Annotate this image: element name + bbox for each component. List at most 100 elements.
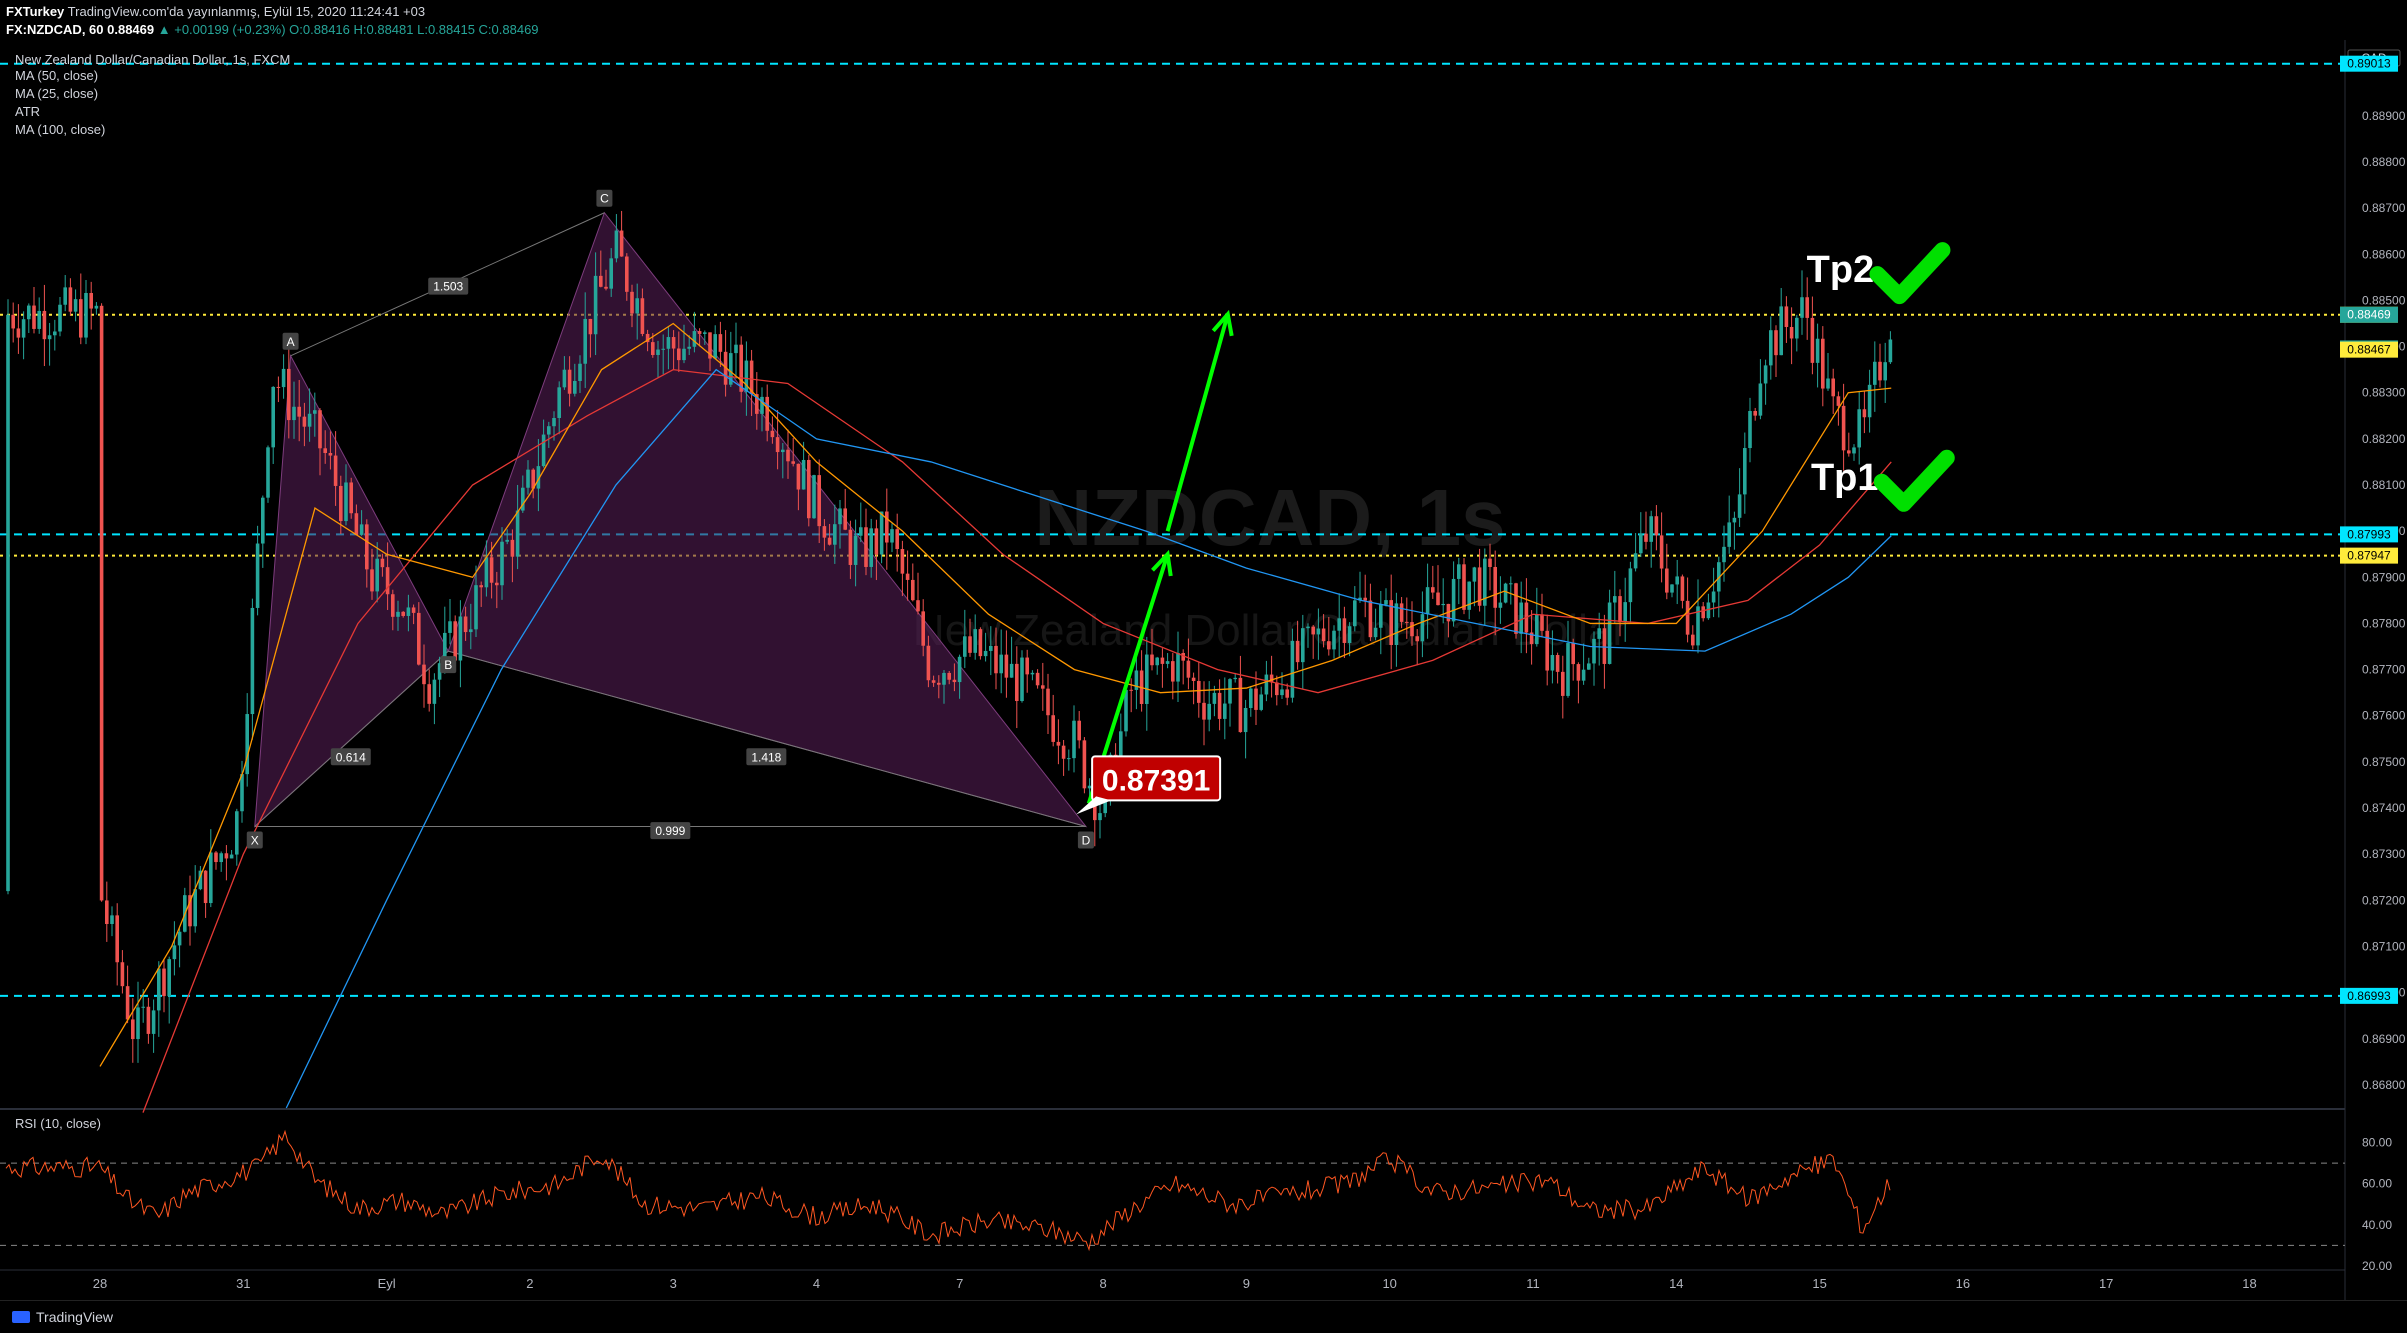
candle-body bbox=[1857, 409, 1861, 448]
candle-body bbox=[1457, 564, 1461, 579]
candle-body bbox=[838, 508, 842, 525]
candle-body bbox=[1321, 628, 1326, 642]
candle-body bbox=[1280, 689, 1284, 696]
price-badge bbox=[2340, 306, 2398, 323]
candle-body bbox=[89, 292, 93, 309]
candle-body bbox=[1597, 628, 1601, 639]
candle-body bbox=[125, 986, 130, 1020]
candle-body bbox=[723, 351, 728, 385]
candle-body bbox=[952, 679, 957, 683]
candle-body bbox=[1592, 638, 1596, 664]
arrow-head bbox=[1151, 549, 1173, 577]
candle-body bbox=[1883, 362, 1887, 381]
candle-body bbox=[53, 331, 57, 336]
candle-body bbox=[526, 469, 530, 488]
candle-body bbox=[521, 487, 525, 511]
candle-body bbox=[94, 305, 99, 309]
y-tick-label: 0.88300 bbox=[2362, 386, 2406, 400]
candle-body bbox=[302, 416, 307, 427]
candle-body bbox=[583, 318, 587, 364]
candle-body bbox=[1181, 653, 1185, 661]
candle-body bbox=[469, 629, 473, 633]
candle-body bbox=[1769, 330, 1773, 366]
candle-body bbox=[1602, 628, 1607, 664]
candle-body bbox=[1129, 689, 1133, 691]
candle-body bbox=[708, 332, 712, 359]
candle-body bbox=[983, 650, 988, 657]
candle-body bbox=[1233, 677, 1237, 680]
candle-body bbox=[1821, 338, 1825, 389]
ratio-label: 1.503 bbox=[433, 280, 463, 294]
candle-body bbox=[1269, 674, 1274, 683]
pattern-point-a: A bbox=[287, 335, 295, 349]
candle-body bbox=[1540, 614, 1544, 631]
tp2-label: Tp2 bbox=[1807, 249, 1875, 291]
candle-body bbox=[1384, 600, 1388, 605]
pattern-point-c: C bbox=[600, 192, 609, 206]
candle-body bbox=[1529, 632, 1534, 645]
candle-body bbox=[656, 349, 660, 355]
y-tick-label: 0.86900 bbox=[2362, 1032, 2406, 1046]
candle-body bbox=[307, 413, 312, 427]
candle-body bbox=[651, 342, 655, 355]
candle-body bbox=[1035, 672, 1040, 686]
candle-body bbox=[344, 482, 348, 522]
candle-body bbox=[989, 645, 993, 651]
candle-body bbox=[729, 353, 733, 385]
candle-body bbox=[739, 344, 743, 392]
candle-body bbox=[235, 811, 239, 855]
candle-body bbox=[1353, 600, 1357, 627]
publisher-name[interactable]: FXTurkey bbox=[6, 4, 65, 19]
ratio-badge bbox=[746, 748, 787, 766]
candle-body bbox=[443, 632, 447, 664]
rsi-tick-label: 60.00 bbox=[2362, 1177, 2392, 1191]
indicator-ma50[interactable]: MA (50, close) bbox=[15, 68, 99, 83]
ma50-line bbox=[142, 368, 1892, 1113]
candle-body bbox=[703, 332, 707, 334]
x-tick-label: Eyl bbox=[378, 1276, 396, 1291]
indicator-ma100[interactable]: MA (100, close) bbox=[15, 122, 106, 137]
candle-body bbox=[16, 328, 21, 338]
candle-body bbox=[141, 1006, 145, 1008]
candle-body bbox=[292, 406, 296, 421]
candle-body bbox=[671, 337, 676, 349]
candle-body bbox=[1462, 564, 1466, 610]
candle-body bbox=[375, 558, 379, 592]
candle-body bbox=[812, 475, 816, 519]
candle-body bbox=[999, 654, 1003, 674]
candle-body bbox=[318, 410, 322, 449]
candle-body bbox=[401, 611, 405, 616]
indicator-atr[interactable]: ATR bbox=[15, 104, 41, 119]
candle-body bbox=[339, 485, 343, 522]
candle-body bbox=[1472, 567, 1477, 582]
candle-body bbox=[796, 463, 801, 490]
candle-body bbox=[172, 945, 177, 960]
tradingview-brand[interactable]: TradingView bbox=[12, 1309, 113, 1325]
rsi-label[interactable]: RSI (10, close) bbox=[15, 1116, 101, 1131]
candle-body bbox=[380, 558, 385, 568]
indicator-ma25[interactable]: MA (25, close) bbox=[15, 86, 99, 101]
candle-body bbox=[1639, 533, 1643, 554]
candle-body bbox=[1659, 535, 1664, 569]
candle-body bbox=[1571, 643, 1575, 665]
candle-body bbox=[1753, 410, 1757, 416]
candle-body bbox=[1207, 703, 1211, 720]
candle-body bbox=[1581, 669, 1586, 681]
chart-header: FXTurkey TradingView.com'da yayınlanmış,… bbox=[0, 0, 2407, 40]
candle-body bbox=[827, 537, 832, 545]
candle-body bbox=[1046, 688, 1050, 716]
ratio-badge bbox=[428, 277, 469, 295]
candle-body bbox=[1675, 576, 1679, 585]
level-badge-label: 0.86993 bbox=[2347, 989, 2391, 1003]
candle-body bbox=[1004, 654, 1009, 678]
candle-body bbox=[417, 612, 421, 665]
arrow-head bbox=[1211, 309, 1234, 337]
candle-body bbox=[1290, 640, 1295, 698]
candle-body bbox=[916, 600, 920, 612]
candle-body bbox=[1394, 603, 1399, 645]
candle-body bbox=[313, 410, 317, 414]
symbol-info: FX:NZDCAD, 60 0.88469 ▲ +0.00199 (+0.23%… bbox=[6, 22, 539, 37]
price-chart[interactable]: NZDCAD, 1s New Zealand Dollar/Canadian Do… bbox=[0, 0, 2407, 1300]
candle-body bbox=[1186, 660, 1191, 678]
candle-body bbox=[406, 607, 411, 616]
